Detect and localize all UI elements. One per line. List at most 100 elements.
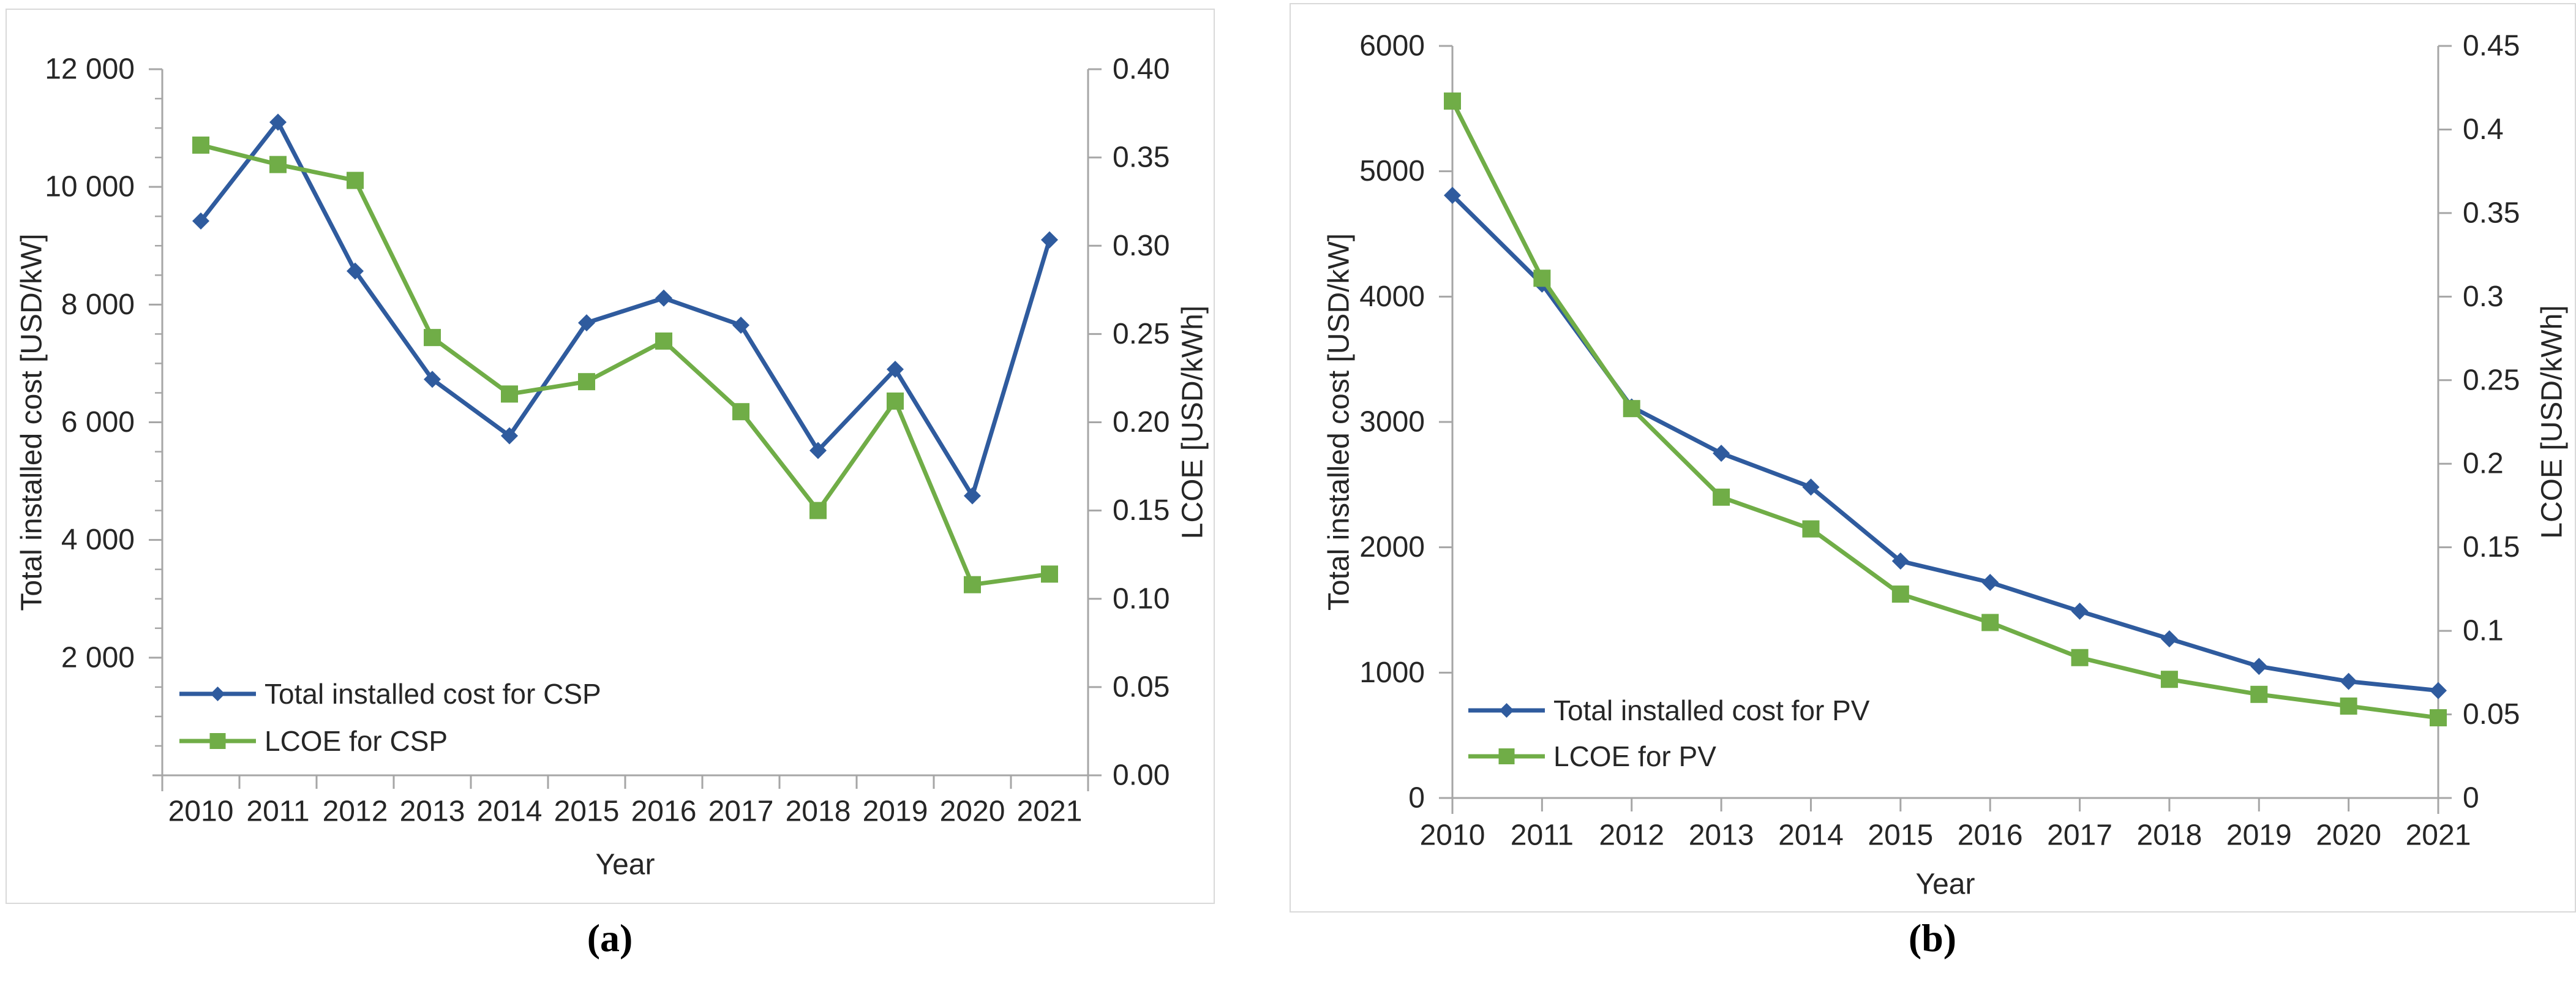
- diamond-marker: [1499, 703, 1514, 718]
- square-marker: [192, 136, 209, 154]
- diamond-marker: [2071, 603, 2089, 620]
- x-axis-year-label: 2013: [400, 796, 465, 828]
- diamond-marker: [501, 427, 518, 445]
- left-axis-tick-label: 4 000: [61, 524, 135, 556]
- square-marker: [269, 156, 287, 173]
- right-axis-tick-label: 0.40: [1113, 53, 1170, 86]
- x-axis-year-label: 2011: [246, 796, 309, 828]
- diamond-marker: [2250, 658, 2268, 676]
- legend-label: LCOE for CSP: [265, 725, 448, 757]
- x-axis-year-label: 2019: [863, 796, 928, 828]
- x-axis-year-label: 2017: [2047, 819, 2112, 852]
- series-total-installed-cost-for-csp: [192, 113, 1058, 505]
- diamond-marker: [578, 314, 595, 332]
- chart-csp-x-axis: 2010 2011 2012 2013 2014 2015 2016 2017 2018 2019…: [161, 775, 1089, 828]
- square-marker: [655, 332, 672, 350]
- diamond-marker: [192, 212, 209, 230]
- square-marker: [1981, 614, 1999, 631]
- right-axis-tick-label: 0.15: [2463, 531, 2520, 563]
- right-axis-tick-label: 0.2: [2463, 448, 2504, 480]
- left-axis-tick-label: 6000: [1359, 30, 1425, 62]
- diamond-marker: [1713, 445, 1730, 462]
- square-marker: [1713, 488, 1730, 506]
- legend-label: LCOE for PV: [1553, 740, 1716, 772]
- x-axis-year-label: 2021: [1017, 796, 1083, 828]
- x-axis-year-label: 2010: [1420, 819, 1485, 852]
- legend-item-total-installed-cost-for-pv: Total installed cost for PV: [1468, 694, 1870, 726]
- x-axis-year-label: 2018: [2137, 819, 2202, 852]
- chart-pv-left-axis: 0 1000 2000 3000 4000 5000 6000: [1359, 30, 1452, 815]
- square-marker: [1802, 520, 1820, 538]
- chart-csp-right-axis: 0.00 0.05 0.10 0.15 0.20 0.25 0.30 0.35 0.40: [1088, 53, 1170, 792]
- diamond-marker: [2430, 682, 2447, 699]
- x-axis-title: Year: [1916, 868, 1975, 901]
- series-lcoe-for-pv: [1444, 92, 2447, 727]
- diamond-marker: [732, 316, 749, 334]
- diamond-marker: [1981, 573, 1999, 591]
- x-axis-year-label: 2012: [1599, 819, 1664, 852]
- square-marker: [424, 329, 441, 347]
- right-axis-tick-label: 0.4: [2463, 113, 2504, 146]
- right-axis-tick-label: 0.05: [2463, 698, 2520, 731]
- x-axis-year-label: 2018: [786, 796, 851, 828]
- left-axis-tick-label: 6 000: [61, 406, 135, 438]
- right-axis-tick-label: 0: [2463, 782, 2479, 815]
- x-axis-title: Year: [596, 849, 655, 881]
- right-axis-tick-label: 0.10: [1113, 582, 1170, 615]
- left-axis-tick-label: 10 000: [45, 171, 135, 203]
- right-axis-tick-label: 0.25: [2463, 364, 2520, 396]
- panel-a-caption: (a): [587, 916, 633, 960]
- right-axis-tick-label: 0.35: [1113, 141, 1170, 174]
- panel-b-caption: (b): [1908, 916, 1957, 960]
- panel-csp-border: [6, 9, 1215, 904]
- diamond-marker: [347, 262, 364, 280]
- legend-item-total-installed-cost-for-csp: Total installed cost for CSP: [179, 678, 601, 710]
- chart-csp: 2 000 4 000 6 000 8 000 10 000 12 000 0.00 0.05…: [6, 9, 1215, 904]
- left-axis-tick-label: 3000: [1359, 406, 1425, 438]
- x-axis-year-label: 2021: [2406, 819, 2471, 852]
- diamond-marker: [1444, 186, 1461, 204]
- left-axis-tick-label: 2 000: [61, 641, 135, 674]
- legend-label: Total installed cost for PV: [1553, 694, 1870, 726]
- left-axis-tick-label: 8 000: [61, 288, 135, 321]
- x-axis-year-label: 2017: [708, 796, 774, 828]
- diamond-marker: [964, 487, 981, 505]
- square-marker: [887, 392, 904, 410]
- diamond-marker: [809, 442, 827, 459]
- square-marker: [2160, 671, 2178, 688]
- x-axis-year-label: 2011: [1511, 819, 1574, 852]
- legend-item-lcoe-for-pv: LCOE for PV: [1468, 740, 1716, 772]
- left-axis-tick-label: 1000: [1359, 657, 1425, 689]
- chart-pv-legend: Total installed cost for PV LCOE for PV: [1468, 694, 1870, 772]
- diamond-marker: [210, 687, 225, 701]
- right-axis-tick-label: 0.45: [2463, 30, 2520, 62]
- chart-csp-legend: Total installed cost for CSP LCOE for CSP: [179, 678, 601, 757]
- diamond-marker: [2160, 630, 2178, 648]
- right-axis-tick-label: 0.3: [2463, 280, 2504, 313]
- left-axis-tick-label: 2000: [1359, 531, 1425, 563]
- series-line: [198, 143, 1052, 587]
- series-line: [1450, 99, 2441, 720]
- square-marker: [964, 576, 981, 593]
- legend-item-lcoe-for-csp: LCOE for CSP: [179, 725, 448, 757]
- x-axis-year-label: 2016: [1958, 819, 2023, 852]
- diamond-marker: [887, 361, 904, 378]
- series-line: [1450, 193, 2441, 693]
- x-axis-year-label: 2013: [1689, 819, 1754, 852]
- x-axis-year-label: 2016: [631, 796, 697, 828]
- right-axis-tick-label: 0.1: [2463, 615, 2504, 647]
- legend-label: Total installed cost for CSP: [265, 678, 601, 710]
- x-axis-year-label: 2015: [1868, 819, 1933, 852]
- square-marker: [2340, 697, 2357, 715]
- chart-csp-left-axis: 2 000 4 000 6 000 8 000 10 000 12 000: [45, 53, 162, 747]
- x-axis-year-label: 2020: [940, 796, 1005, 828]
- square-marker: [732, 403, 749, 421]
- diamond-marker: [655, 289, 672, 307]
- square-marker: [578, 373, 595, 391]
- panel-pv-border: [1290, 3, 2576, 913]
- diamond-marker: [424, 371, 441, 388]
- right-axis-tick-label: 0.35: [2463, 197, 2520, 229]
- left-axis-tick-label: 5000: [1359, 155, 1425, 187]
- x-axis-year-label: 2015: [554, 796, 620, 828]
- square-marker: [501, 385, 518, 403]
